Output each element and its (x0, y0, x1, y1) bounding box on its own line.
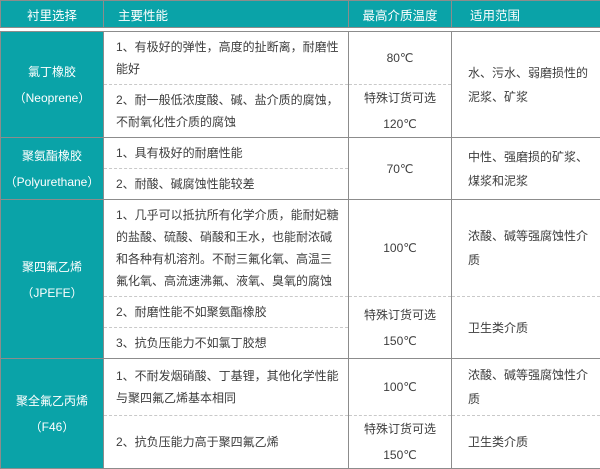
performance-cell: 1、不耐发烟硝酸、丁基锂，其他化学性能与聚四氟乙烯基本相同 (104, 359, 349, 416)
material-cell-neoprene: 氯丁橡胶 （Neoprene） (1, 32, 104, 138)
material-name-en: （JPEFE） (1, 284, 103, 301)
column-header-performance: 主要性能 (104, 1, 349, 28)
lining-selection-table: 衬里选择 主要性能 最高介质温度 适用范围 氯丁橡胶 （Neoprene） 1、… (0, 0, 600, 427)
scope-cell: 卫生类介质 (452, 416, 600, 469)
performance-cell: 1、几乎可以抵抗所有化学介质，能耐妃糖的盐酸、硫酸、硝酸和王水，也能耐浓碱和各种… (104, 200, 349, 297)
temperature-cell: 100℃ (349, 200, 452, 297)
temperature-cell: 特殊订货可选 150℃ (349, 416, 452, 469)
scope-cell: 中性、强磨损的矿浆、煤浆和泥浆 (452, 138, 600, 200)
scope-cell: 水、污水、弱磨损性的泥浆、矿浆 (452, 32, 600, 138)
table-row: 聚全氟乙丙烯 （F46） 1、不耐发烟硝酸、丁基锂，其他化学性能与聚四氟乙烯基本… (1, 359, 600, 416)
table-body: 氯丁橡胶 （Neoprene） 1、有极好的弹性，高度的扯断离，耐磨性能好 80… (0, 31, 600, 469)
performance-cell: 2、耐磨性能不如聚氨酯橡胶 (104, 297, 349, 328)
material-name-cn: 聚四氟乙烯 (1, 258, 103, 275)
performance-cell: 2、耐酸、碱腐蚀性能较差 (104, 169, 349, 200)
performance-cell: 1、有极好的弹性，高度的扯断离，耐磨性能好 (104, 32, 349, 85)
scope-cell: 浓酸、碱等强腐蚀性介质 (452, 359, 600, 416)
temperature-cell: 100℃ (349, 359, 452, 416)
scope-cell: 浓酸、碱等强腐蚀性介质 (452, 200, 600, 297)
material-name-en: （Neoprene） (1, 89, 103, 106)
temperature-cell: 70℃ (349, 138, 452, 200)
material-name-cn: 聚氨酯橡胶 (1, 147, 103, 164)
temperature-cell: 特殊订货可选 150℃ (349, 297, 452, 359)
column-header-lining: 衬里选择 (1, 1, 104, 28)
performance-cell: 1、具有极好的耐磨性能 (104, 138, 349, 169)
temperature-cell: 特殊订货可选 120℃ (349, 85, 452, 138)
table-row: 聚氨酯橡胶 （Polyurethane） 1、具有极好的耐磨性能 70℃ 中性、… (1, 138, 600, 169)
scope-cell: 卫生类介质 (452, 297, 600, 359)
material-cell-f46: 聚全氟乙丙烯 （F46） (1, 359, 104, 469)
table-row: 聚四氟乙烯 （JPEFE） 1、几乎可以抵抗所有化学介质，能耐妃糖的盐酸、硫酸、… (1, 200, 600, 297)
material-name-cn: 氯丁橡胶 (1, 63, 103, 80)
material-name-cn: 聚全氟乙丙烯 (1, 392, 103, 409)
column-header-scope: 适用范围 (452, 1, 600, 28)
material-cell-ptfe: 聚四氟乙烯 （JPEFE） (1, 200, 104, 359)
temperature-cell: 80℃ (349, 32, 452, 85)
performance-cell: 3、抗负压能力不如氯丁胶想 (104, 328, 349, 359)
material-name-en: （Polyurethane） (1, 173, 103, 190)
material-cell-polyurethane: 聚氨酯橡胶 （Polyurethane） (1, 138, 104, 200)
column-header-max-temp: 最高介质温度 (349, 1, 452, 28)
performance-cell: 2、抗负压能力高于聚四氟乙烯 (104, 416, 349, 469)
performance-cell: 2、耐一般低浓度酸、碱、盐介质的腐蚀，不耐氧化性介质的腐蚀 (104, 85, 349, 138)
table-row: 氯丁橡胶 （Neoprene） 1、有极好的弹性，高度的扯断离，耐磨性能好 80… (1, 32, 600, 85)
table-header-row: 衬里选择 主要性能 最高介质温度 适用范围 (0, 0, 600, 28)
